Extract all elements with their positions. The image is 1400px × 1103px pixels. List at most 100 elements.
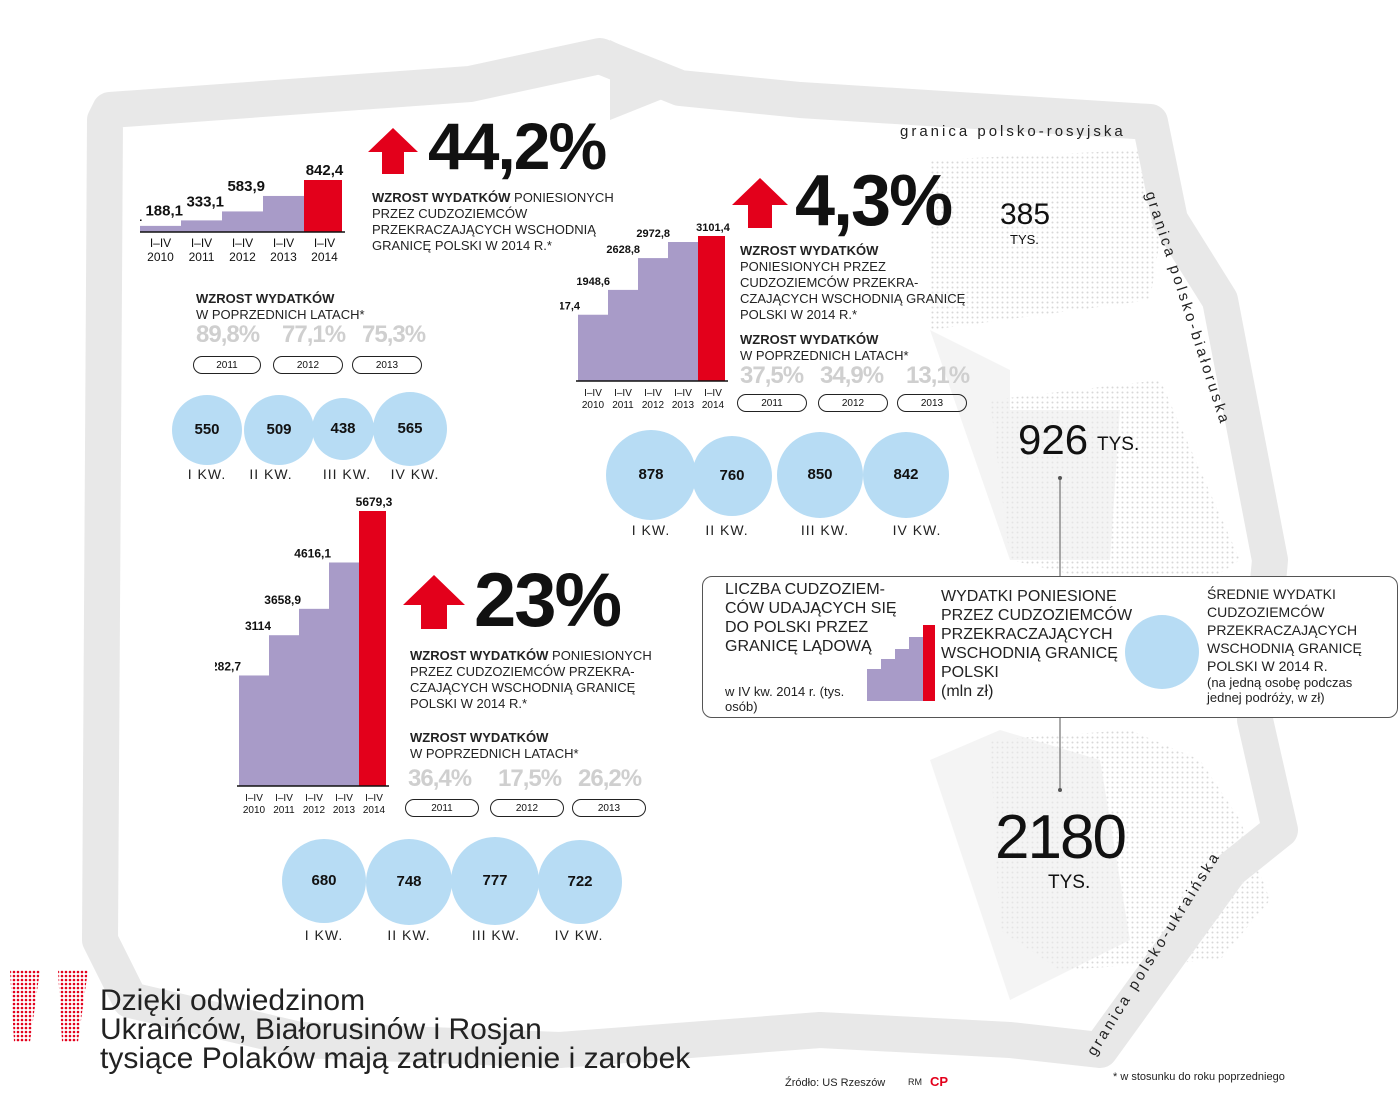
quarter-label: I KW.: [631, 522, 671, 538]
prev-value: 34,9%: [820, 362, 884, 389]
bar-belarus-2: [638, 258, 668, 381]
bar-russia-0: [140, 225, 181, 232]
prev-value: 36,4%: [408, 765, 472, 792]
quarter-circle-belarus: 760: [692, 436, 772, 516]
category-label-belarus-2: I–IV: [644, 388, 662, 399]
up-arrow-icon: [732, 178, 788, 228]
quote-line: Ukraińców, Białorusinów i Rosjan: [100, 1013, 542, 1046]
prev-values-russia: 89,8% 77,1% 75,3%: [196, 321, 426, 349]
category-label-belarus-4: I–IV: [704, 388, 722, 399]
lead-russia: WZROST WYDATKÓW PONIESIONYCH PRZEZ CUDZO…: [372, 190, 647, 254]
prev-title-ukraine-rest: W POPRZEDNICH LATACH*: [410, 746, 579, 761]
lead-russia-bold: WZROST WYDATKÓW: [372, 190, 511, 205]
year-pill: 2013: [897, 394, 967, 412]
author: RM: [908, 1077, 922, 1087]
bar-label-ukraine-2: 3658,9: [264, 593, 301, 607]
lead-russia-rest: PONIESIONYCH PRZEZ CUDZOZIEMCÓW PRZEKRAC…: [372, 190, 614, 253]
quarter-label: IV KW.: [554, 927, 604, 943]
quarter-label: III KW.: [322, 466, 372, 482]
growth-ukraine: 23%: [474, 558, 622, 643]
prev-value: 37,5%: [740, 362, 804, 389]
bar-russia-2: [222, 211, 263, 232]
category-label-belarus-1: I–IV: [614, 388, 632, 399]
bar-label-russia-0: 99,1: [140, 208, 142, 225]
legend-avg-note: (na jedną osobę podczas jednej podróży, …: [1207, 675, 1353, 705]
year-pill: 2012: [818, 394, 888, 412]
up-arrow-icon: [368, 128, 418, 174]
bar-label-belarus-2: 2628,8: [606, 244, 640, 256]
quarter-circle-ukraine: 680: [282, 839, 366, 923]
prev-value: 77,1%: [282, 321, 346, 348]
prev-value: 75,3%: [362, 321, 426, 348]
category-label-russia-1: 2011: [189, 250, 215, 264]
prev-value: 17,5%: [498, 765, 562, 792]
category-label-russia-0: 2010: [147, 250, 174, 264]
quarter-label: IV KW.: [390, 466, 440, 482]
category-label-ukraine-2: I–IV: [305, 793, 323, 804]
quarter-circle-belarus: 850: [777, 432, 863, 518]
prev-title-belarus-bold: WZROST WYDATKÓW: [740, 332, 879, 347]
quarter-label: I KW.: [304, 927, 344, 943]
prev-value: 13,1%: [906, 362, 970, 389]
year-pill: 2011: [193, 356, 261, 374]
category-label-ukraine-4: I–IV: [365, 793, 383, 804]
bar-ukraine-3: [329, 562, 359, 786]
category-label-russia-2: I–IV: [232, 236, 253, 250]
bar-belarus-4: [698, 236, 725, 381]
chart-ukraine: 2282,7I–IV20103114I–IV20113658,9I–IV2012…: [215, 495, 393, 816]
category-label-russia-4: I–IV: [314, 236, 335, 250]
people-ukraine: 2180: [995, 803, 1127, 872]
category-label-belarus-2: 2012: [642, 400, 665, 411]
year-pill: 2011: [737, 394, 807, 412]
people-russia: 385: [1000, 198, 1051, 231]
quarter-label: IV KW.: [892, 522, 942, 538]
category-label-ukraine-3: I–IV: [335, 793, 353, 804]
prev-title-russia-rest: W POPRZEDNICH LATACH*: [196, 307, 365, 322]
category-label-ukraine-1: I–IV: [275, 793, 293, 804]
year-pill: 2011: [405, 799, 479, 817]
quarter-label: II KW.: [387, 927, 431, 943]
bar-label-belarus-3: 2972,8: [636, 228, 670, 240]
bar-label-ukraine-0: 2282,7: [215, 659, 241, 673]
category-label-ukraine-1: 2011: [273, 805, 295, 816]
legend-spend-title: WYDATKI PONIESIONE PRZEZ CUDZOZIEMCÓW PR…: [941, 588, 1133, 681]
prev-title-belarus-rest: W POPRZEDNICH LATACH*: [740, 348, 909, 363]
bar-label-russia-1: 188,1: [145, 202, 183, 219]
people-unit-ukraine: TYS.: [1048, 872, 1091, 893]
bar-ukraine-4: [359, 511, 386, 786]
bar-belarus-0: [578, 314, 608, 381]
category-label-ukraine-2: 2012: [303, 805, 326, 816]
bar-label-ukraine-1: 3114: [245, 619, 271, 633]
quarter-circle-belarus: 878: [606, 430, 696, 520]
growth-russia: 44,2%: [428, 109, 607, 183]
bar-ukraine-0: [239, 675, 269, 786]
quarter-circle-belarus: 842: [863, 432, 949, 518]
bar-russia-1: [181, 220, 222, 232]
growth-belarus: 4,3%: [795, 161, 953, 241]
category-label-russia-2: 2012: [229, 250, 256, 264]
category-label-belarus-4: 2014: [702, 400, 725, 411]
quarter-label: III KW.: [471, 927, 521, 943]
bar-russia-4: [304, 180, 342, 232]
prev-value: 89,8%: [196, 321, 260, 348]
category-label-ukraine-4: 2014: [363, 805, 386, 816]
prev-title-belarus: WZROST WYDATKÓW W POPRZEDNICH LATACH*: [740, 332, 909, 364]
connector-dot-belarus: [1058, 476, 1062, 480]
legend-people-note: w IV kw. 2014 r. (tys. osób): [725, 684, 845, 714]
category-label-russia-0: I–IV: [150, 236, 171, 250]
category-label-belarus-0: 2010: [582, 400, 605, 411]
border-arrow: [610, 40, 700, 120]
footnote: * w stosunku do roku poprzedniego: [1113, 1071, 1285, 1083]
category-label-belarus-3: 2013: [672, 400, 695, 411]
prev-value: 26,2%: [578, 765, 642, 792]
category-label-russia-4: 2014: [311, 250, 338, 264]
quarter-circle-ukraine: 722: [538, 840, 622, 924]
arrow-ukraine: [930, 730, 1130, 1000]
label-border-russia: granica polsko-rosyjska: [900, 123, 1126, 140]
category-label-belarus-3: I–IV: [674, 388, 692, 399]
prev-title-ukraine-bold: WZROST WYDATKÓW: [410, 730, 549, 745]
lead-belarus: WZROST WYDATKÓW PONIESIONYCH PRZEZ CUDZOZ…: [740, 243, 970, 323]
prev-values-belarus: 37,5% 34,9% 13,1%: [740, 362, 970, 390]
legend-circle-icon: [1125, 615, 1199, 689]
year-pill: 2013: [572, 799, 646, 817]
